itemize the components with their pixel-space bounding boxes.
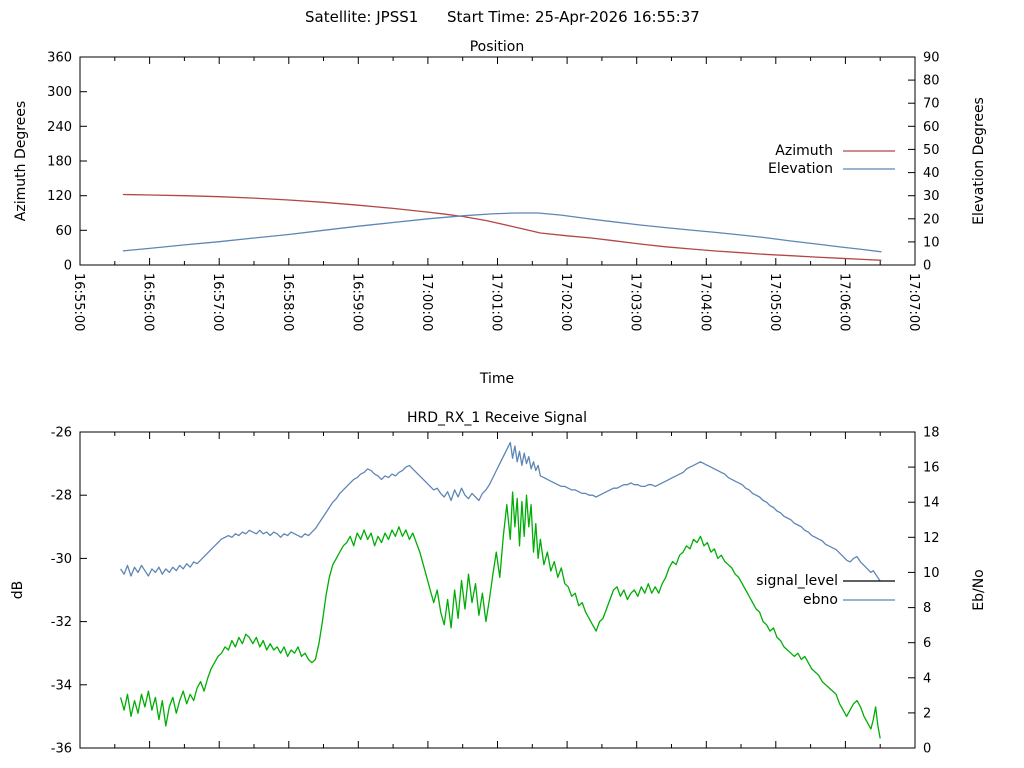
y-left-tick-label: 120 xyxy=(47,189,72,204)
signal-level-series-line xyxy=(119,491,881,739)
x-tick-label: 17:06:00 xyxy=(836,273,851,331)
azimuth-axis-label: Azimuth Degrees xyxy=(13,101,29,221)
x-tick-label: 17:07:00 xyxy=(906,273,921,331)
elevation-axis-label: Elevation Degrees xyxy=(971,97,987,225)
y-left-tick-label: -32 xyxy=(51,615,72,630)
y-right-tick-label: 40 xyxy=(923,166,940,181)
y-right-tick-label: 10 xyxy=(923,235,940,250)
y-right-tick-label: 16 xyxy=(923,461,940,476)
y-left-tick-label: -26 xyxy=(51,426,72,441)
y-right-tick-label: 2 xyxy=(923,706,931,721)
plot-border xyxy=(79,431,916,749)
y-left-tick-label: -28 xyxy=(51,489,72,504)
receive-signal-chart: -36 -34 -32 -30 -28 -26 0 2 4 6 8 10 12 14 16 18 xyxy=(51,426,940,757)
y-right-tick-label: 30 xyxy=(923,189,940,204)
legend-label-ebno: ebno xyxy=(803,592,838,608)
y-right-tick-label: 0 xyxy=(923,742,931,757)
y-left-tick-label: -30 xyxy=(51,552,72,567)
y-right-tick-label: 14 xyxy=(923,496,940,511)
x-tick-label: 17:04:00 xyxy=(697,273,712,331)
y-right-tick-label: 10 xyxy=(923,566,940,581)
y-right-tick-label: 18 xyxy=(923,426,940,441)
x-tick-label: 16:58:00 xyxy=(280,273,295,331)
time-axis-label: Time xyxy=(479,371,514,387)
x-tick-label: 17:00:00 xyxy=(419,273,434,331)
y-left-tick-label: 300 xyxy=(47,85,72,100)
azimuth-series-line xyxy=(122,193,882,261)
x-tick-label: 16:59:00 xyxy=(349,273,364,331)
position-chart-title: Position xyxy=(470,39,525,55)
y-left-tick-label: 0 xyxy=(64,259,72,274)
y-right-tick-label: 6 xyxy=(923,636,931,651)
legend-label-azimuth: Azimuth xyxy=(775,143,833,159)
y-right-tick-label: 70 xyxy=(923,97,940,112)
y-right-tick-label: 12 xyxy=(923,531,940,546)
ebno-axis-label: Eb/No xyxy=(971,569,987,611)
y-left-tick-label: 180 xyxy=(47,155,72,170)
y-right-tick-label: 8 xyxy=(923,601,931,616)
y-right-tick-label: 80 xyxy=(923,74,940,89)
x-tick-label: 17:05:00 xyxy=(767,273,782,331)
position-chart: 16:55:00 16:56:00 16:57:00 16:58:00 16:59:00… xyxy=(47,51,939,332)
main-title-start-time: Start Time: 25-Apr-2026 16:55:37 xyxy=(447,8,700,26)
y-right-tick-label: 20 xyxy=(923,212,940,227)
y-left-tick-label: -34 xyxy=(51,678,72,693)
receive-signal-chart-title: HRD_RX_1 Receive Signal xyxy=(407,410,587,426)
x-tick-label: 17:03:00 xyxy=(628,273,643,331)
y-left-tick-label: -36 xyxy=(51,742,72,757)
y-right-tick-label: 90 xyxy=(923,51,940,66)
x-tick-label: 16:56:00 xyxy=(141,273,156,331)
legend-label-signal-level: signal_level xyxy=(756,573,838,589)
x-tick-label: 17:02:00 xyxy=(558,273,573,331)
legend-label-elevation: Elevation xyxy=(768,161,833,177)
main-title-satellite: Satellite: JPSS1 xyxy=(305,8,418,26)
y-left-tick-label: 60 xyxy=(55,224,72,239)
y-right-tick-label: 50 xyxy=(923,143,940,158)
y-right-tick-label: 60 xyxy=(923,120,940,135)
db-axis-label: dB xyxy=(10,581,26,600)
y-right-tick-label: 4 xyxy=(923,671,931,686)
y-right-tick-label: 0 xyxy=(923,259,931,274)
y-left-tick-label: 240 xyxy=(47,120,72,135)
y-left-tick-label: 360 xyxy=(47,51,72,66)
x-tick-label: 16:57:00 xyxy=(210,273,225,331)
x-tick-label: 16:55:00 xyxy=(71,273,86,331)
elevation-series-line xyxy=(122,212,882,253)
x-tick-label: 17:01:00 xyxy=(489,273,504,331)
ebno-series-line xyxy=(120,441,881,582)
